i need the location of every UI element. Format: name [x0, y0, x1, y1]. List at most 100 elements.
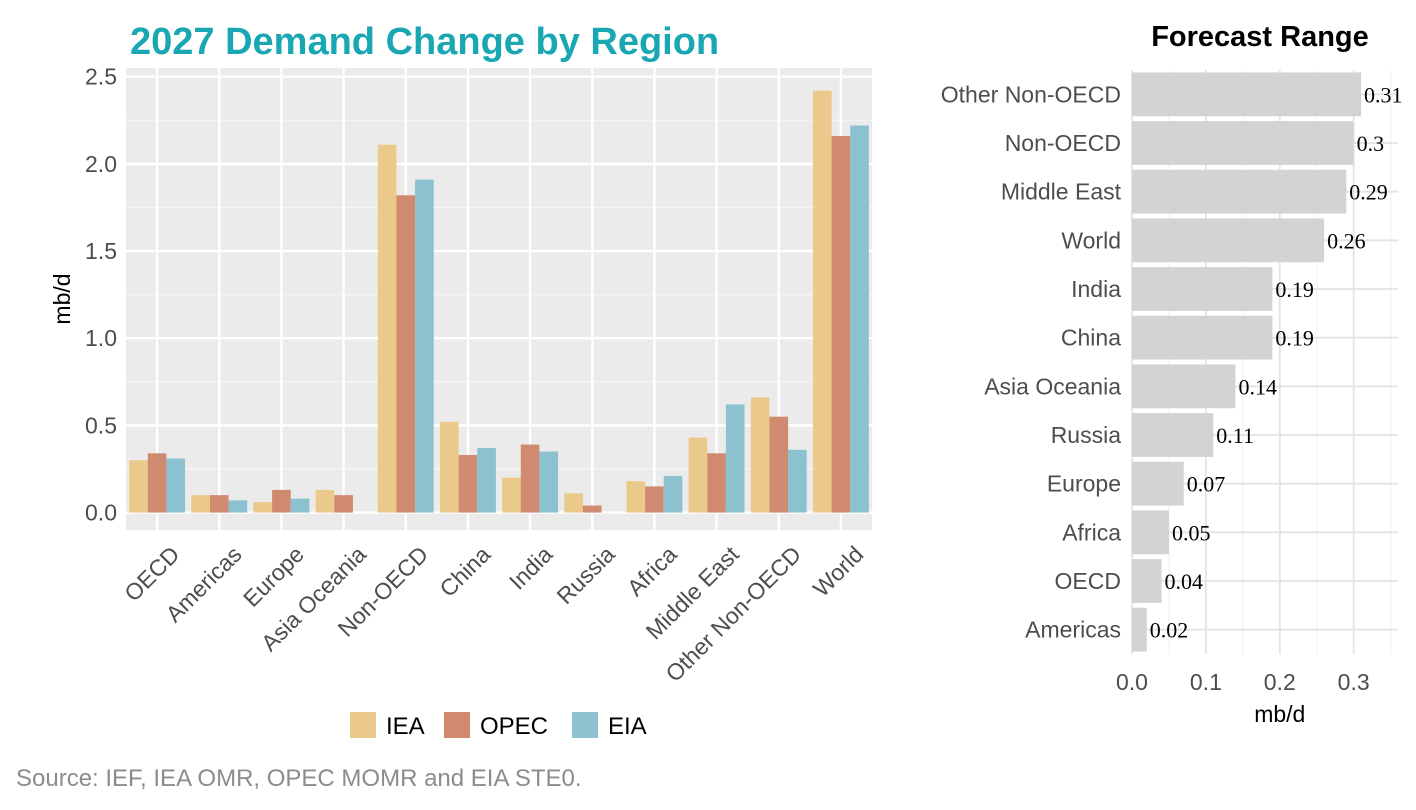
value-label: 0.14 — [1238, 374, 1277, 399]
figure: 2027 Demand Change by Region 0.0 0.5 1.0 1.… — [49, 21, 1403, 740]
y-tick-label: Other Non-OECD — [941, 81, 1121, 107]
y-tick-label: 2.5 — [85, 64, 117, 90]
value-label: 0.11 — [1216, 423, 1254, 448]
x-tick-label: 0.1 — [1190, 669, 1222, 695]
bar-eia-oecd — [166, 458, 186, 513]
legend-label-eia: EIA — [608, 713, 647, 740]
bar-range-world — [1132, 218, 1325, 263]
bar-range-americas — [1132, 607, 1147, 652]
y-tick-label: India — [1071, 276, 1121, 302]
bar-opec-china — [458, 455, 478, 513]
bar-eia-americas — [228, 500, 248, 513]
bar-iea-non-oecd — [377, 144, 397, 513]
bar-opec-russia — [582, 505, 602, 513]
bar-iea-other-non-oecd — [750, 397, 770, 513]
value-label: 0.19 — [1275, 277, 1314, 302]
bar-range-russia — [1132, 413, 1214, 457]
y-tick-label: World — [1061, 227, 1121, 253]
bar-opec-oecd — [147, 453, 167, 513]
bar-range-asia-oceania — [1132, 364, 1236, 409]
bar-opec-other-non-oecd — [769, 416, 789, 513]
bar-range-europe — [1132, 461, 1184, 506]
y-tick-label: 1.0 — [85, 325, 117, 351]
x-tick-label: Russia — [552, 541, 620, 609]
bar-eia-other-non-oecd — [788, 449, 807, 513]
bar-iea-asia-oceania — [315, 489, 335, 513]
bar-eia-africa — [663, 475, 683, 513]
bar-range-non-oecd — [1132, 121, 1354, 165]
x-tick-label: 0.0 — [1116, 669, 1148, 695]
y-tick-label: Europe — [1047, 471, 1121, 497]
bar-range-middle-east — [1132, 169, 1347, 214]
bar-opec-india — [520, 444, 540, 513]
value-label: 0.31 — [1364, 82, 1403, 107]
bar-range-india — [1132, 267, 1273, 311]
value-label: 0.26 — [1327, 228, 1366, 253]
y-tick-label: China — [1061, 325, 1121, 351]
bar-iea-russia — [564, 493, 583, 513]
y-tick-label: 0.5 — [85, 412, 117, 438]
legend-key-iea — [350, 712, 376, 738]
bar-eia-middle-east — [725, 404, 745, 513]
x-axis-title: mb/d — [1254, 701, 1305, 727]
value-label: 0.04 — [1165, 569, 1204, 594]
bar-opec-asia-oceania — [334, 495, 353, 513]
y-tick-label: Russia — [1051, 422, 1122, 448]
x-tick-label: 0.2 — [1264, 669, 1296, 695]
bar-eia-world — [850, 125, 869, 513]
bar-range-africa — [1132, 510, 1169, 555]
value-label: 0.19 — [1275, 326, 1314, 351]
bar-iea-americas — [191, 495, 210, 513]
bar-eia-india — [539, 451, 559, 513]
bar-opec-middle-east — [707, 453, 726, 513]
left-chart-title: 2027 Demand Change by Region — [130, 21, 719, 63]
bar-iea-africa — [626, 481, 646, 513]
y-tick-label: Africa — [1062, 519, 1121, 545]
bar-iea-india — [502, 477, 521, 513]
forecast-range-bar-chart: 0.0 0.1 0.2 0.3 0.31 Other Non-OECD 0.3 Non-OEC… — [941, 70, 1403, 727]
y-tick-label: Asia Oceania — [984, 373, 1121, 399]
x-tick-label: 0.3 — [1338, 669, 1370, 695]
bar-opec-world — [831, 135, 851, 513]
bar-opec-europe — [272, 489, 291, 513]
value-label: 0.07 — [1187, 472, 1226, 497]
bar-eia-europe — [290, 498, 310, 513]
demand-change-bar-chart: 0.00.51.01.52.02.5OECDAmericasEuropeAsia… — [49, 64, 872, 740]
x-tick-label: China — [434, 541, 495, 602]
y-axis-title: mb/d — [49, 273, 75, 324]
bar-iea-europe — [253, 502, 273, 513]
legend-key-opec — [444, 712, 470, 738]
y-tick-label: Americas — [1025, 617, 1121, 643]
x-tick-label: Africa — [622, 541, 682, 601]
bar-opec-americas — [209, 495, 229, 513]
right-chart-title: Forecast Range — [1151, 21, 1369, 53]
value-label: 0.02 — [1150, 618, 1189, 643]
y-tick-label: OECD — [1055, 568, 1121, 594]
plot-panel — [126, 68, 872, 530]
x-tick-label: World — [808, 541, 869, 602]
bar-iea-middle-east — [688, 437, 708, 513]
bar-range-china — [1132, 315, 1273, 360]
y-tick-label: Non-OECD — [1005, 130, 1121, 156]
bar-eia-non-oecd — [415, 179, 434, 513]
y-tick-label: Middle East — [1001, 179, 1122, 205]
y-tick-label: 2.0 — [85, 151, 117, 177]
value-label: 0.05 — [1172, 520, 1211, 545]
bar-eia-china — [477, 448, 496, 513]
y-tick-label: 1.5 — [85, 238, 117, 264]
value-label: 0.3 — [1357, 131, 1385, 156]
bar-range-other-non-oecd — [1132, 72, 1362, 117]
bar-range-oecd — [1132, 559, 1162, 603]
legend-key-eia — [572, 712, 598, 738]
x-tick-label: India — [504, 541, 558, 595]
bar-iea-oecd — [129, 460, 148, 513]
bar-iea-world — [812, 90, 832, 513]
source-note: Source: IEF, IEA OMR, OPEC MOMR and EIA … — [16, 765, 582, 792]
bar-opec-africa — [645, 486, 664, 513]
bar-iea-china — [439, 421, 459, 513]
bar-opec-non-oecd — [396, 195, 416, 513]
y-tick-label: 0.0 — [85, 500, 117, 526]
legend-label-opec: OPEC — [480, 713, 548, 740]
legend-label-iea: IEA — [386, 713, 425, 740]
value-label: 0.29 — [1349, 180, 1388, 205]
